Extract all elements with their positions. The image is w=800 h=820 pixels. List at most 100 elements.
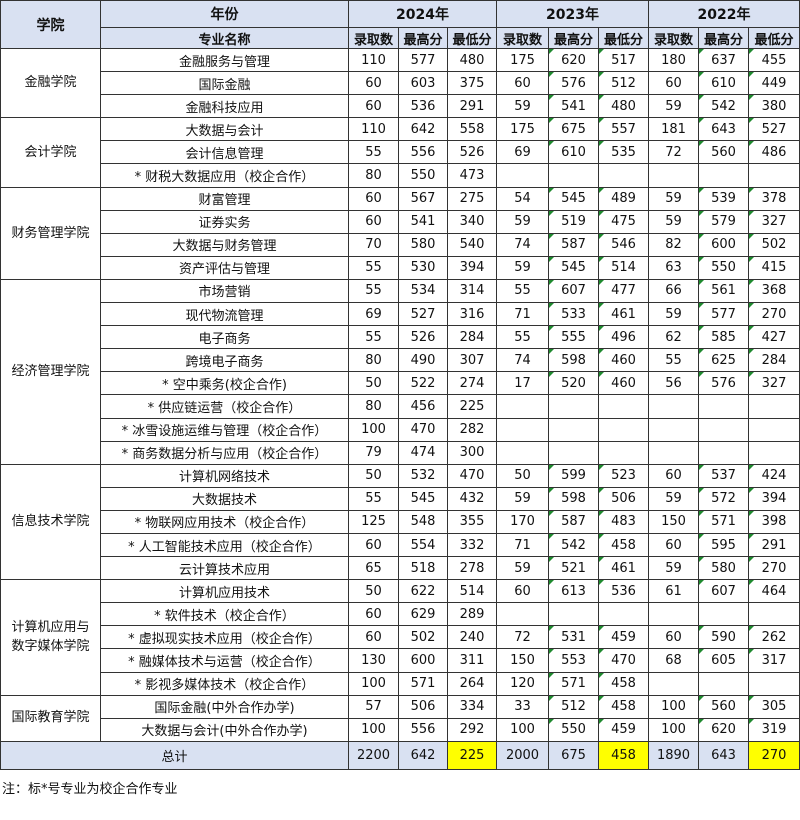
- score-cell: 100: [348, 671, 399, 696]
- score-cell: [698, 417, 750, 442]
- subheader-count: 录取数: [648, 27, 700, 49]
- score-cell: 519: [548, 209, 600, 234]
- table-row: 大数据与财务管理 70 580 540 74 587 546 82 600 502: [1, 232, 800, 257]
- score-cell: 55: [648, 348, 700, 373]
- total-cell: 2200: [348, 740, 399, 770]
- score-cell: 541: [548, 94, 600, 119]
- major-name: 市场营销: [100, 278, 349, 304]
- score-cell: 534: [398, 278, 448, 304]
- score-cell: [548, 440, 600, 465]
- score-cell: [748, 163, 800, 188]
- subheader-max: 最高分: [398, 27, 448, 49]
- major-name: 金融服务与管理: [100, 47, 349, 73]
- score-cell: 533: [548, 302, 600, 327]
- score-cell: 539: [698, 186, 750, 211]
- score-cell: 70: [348, 232, 399, 257]
- score-cell: 314: [446, 278, 498, 304]
- score-cell: 470: [446, 463, 498, 488]
- total-cell: 1890: [648, 740, 700, 770]
- score-cell: 355: [446, 509, 498, 534]
- score-cell: [548, 602, 600, 627]
- score-cell: 60: [348, 532, 399, 558]
- score-cell: 526: [446, 140, 498, 165]
- score-cell: [496, 394, 550, 419]
- college-name: 计算机应用与 数字媒体学院: [0, 579, 101, 696]
- table-row: * 人工智能技术应用（校企合作） 60 554 332 71 542 458 60 595 291: [1, 532, 800, 558]
- score-cell: 282: [446, 417, 498, 442]
- score-cell: 561: [698, 278, 750, 304]
- score-cell: 506: [398, 694, 448, 719]
- score-cell: 264: [446, 671, 498, 696]
- total-cell: 642: [398, 740, 448, 770]
- score-cell: 545: [398, 486, 448, 511]
- score-cell: [548, 394, 600, 419]
- year-2024-header: 2024年: [347, 0, 498, 28]
- score-cell: 643: [698, 117, 750, 142]
- score-cell: 100: [348, 417, 399, 442]
- score-cell: [648, 602, 700, 627]
- score-cell: 555: [548, 325, 600, 350]
- score-cell: 496: [598, 325, 650, 350]
- subheader-max: 最高分: [548, 27, 600, 49]
- major-name: * 人工智能技术应用（校企合作）: [100, 532, 349, 558]
- score-cell: 600: [698, 232, 750, 257]
- score-cell: 553: [548, 648, 600, 673]
- score-cell: 542: [548, 532, 600, 558]
- subheader-count: 录取数: [348, 27, 399, 49]
- score-cell: 55: [496, 278, 550, 304]
- major-name: 证券实务: [100, 209, 349, 234]
- score-cell: 380: [748, 94, 800, 119]
- major-name: 国际金融: [100, 71, 349, 96]
- table-row: * 冰雪设施运维与管理（校企合作） 100 470 282: [1, 417, 800, 442]
- score-cell: [648, 394, 700, 419]
- score-cell: 470: [598, 648, 650, 673]
- score-cell: 622: [398, 579, 448, 604]
- major-name: 跨境电子商务: [100, 348, 349, 373]
- table-row: * 影视多媒体技术（校企合作） 100 571 264 120 571 458: [1, 671, 800, 696]
- score-cell: [698, 671, 750, 696]
- score-cell: 55: [348, 255, 399, 280]
- score-cell: 60: [348, 186, 399, 211]
- score-cell: 55: [348, 325, 399, 350]
- score-cell: 572: [698, 486, 750, 511]
- total-row: 总计 2200 642 225 2000 675 458 1890 643 270: [0, 740, 800, 770]
- score-cell: 486: [748, 140, 800, 165]
- admission-scores-table: 学院 年份 2024年 2023年 2022年 专业名称 录取数 最高分 最低分 录取…: [0, 0, 800, 770]
- score-cell: 522: [398, 371, 448, 396]
- score-cell: 59: [648, 302, 700, 327]
- year-2022-header: 2022年: [648, 0, 800, 28]
- score-cell: 59: [648, 186, 700, 211]
- major-name: 国际金融(中外合作办学): [100, 694, 349, 719]
- score-cell: 502: [748, 232, 800, 257]
- score-cell: [648, 440, 700, 465]
- score-cell: 71: [496, 302, 550, 327]
- table-row: 计算机应用与 数字媒体学院 计算机应用技术 50 622 514 60 613 536 61 60…: [0, 579, 800, 696]
- score-cell: 455: [748, 47, 800, 73]
- table-row: 金融科技应用 60 536 291 59 541 480 59 542 380: [1, 94, 800, 119]
- score-cell: 327: [748, 371, 800, 396]
- major-name: 云计算技术应用: [100, 556, 349, 581]
- score-cell: 100: [496, 717, 550, 742]
- score-cell: 556: [398, 717, 448, 742]
- score-cell: 319: [748, 717, 800, 742]
- score-cell: [548, 163, 600, 188]
- college-header: 学院: [0, 0, 101, 49]
- table-row: 大数据技术 55 545 432 59 598 506 59 572 394: [1, 486, 800, 511]
- score-cell: 59: [648, 94, 700, 119]
- score-cell: 613: [548, 579, 600, 604]
- score-cell: 427: [748, 325, 800, 350]
- score-cell: 394: [446, 255, 498, 280]
- table-row: 经济管理学院 市场营销 55 534 314 55 607 477 66 561 368: [0, 278, 800, 465]
- score-cell: 305: [748, 694, 800, 719]
- score-cell: 375: [446, 71, 498, 96]
- score-cell: 514: [446, 579, 498, 604]
- table-row: 国际教育学院 国际金融(中外合作办学) 57 506 334 33 512 458 100 560…: [0, 694, 800, 742]
- table-row: 云计算技术应用 65 518 278 59 521 461 59 580 270: [1, 556, 800, 581]
- score-cell: 292: [446, 717, 498, 742]
- score-cell: 311: [446, 648, 498, 673]
- score-cell: 587: [548, 509, 600, 534]
- score-cell: 603: [398, 71, 448, 96]
- score-cell: 536: [598, 579, 650, 604]
- score-cell: 225: [446, 394, 498, 419]
- table-row: * 空中乘务(校企合作) 50 522 274 17 520 460 56 576 327: [1, 371, 800, 396]
